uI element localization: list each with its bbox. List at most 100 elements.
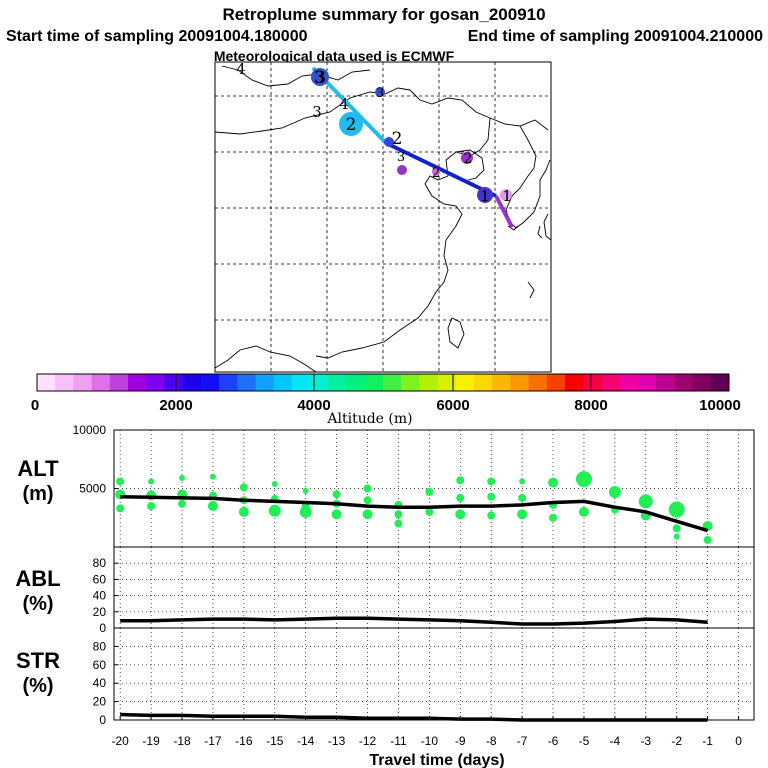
alt-scatter-point — [268, 504, 281, 517]
alt-scatter-point — [148, 478, 155, 485]
y-tick-label: 40 — [93, 589, 107, 603]
str-panel-frame — [113, 627, 755, 721]
alt-scatter-point — [394, 510, 403, 519]
x-tick-label: -5 — [579, 734, 590, 748]
plume-marker: 3 — [397, 150, 407, 175]
y-tick-label: 40 — [93, 676, 107, 690]
start-time-label: Start time of sampling 20091004.180000 — [6, 28, 308, 45]
x-tick-label: -3 — [640, 734, 651, 748]
alt-scatter-point — [362, 509, 373, 520]
alt-scatter-point — [672, 524, 681, 533]
alt-scatter-point — [575, 471, 592, 488]
alt-scatter-point — [548, 477, 559, 488]
y-tick-label: 80 — [93, 639, 107, 653]
plume-marker-label: 1 — [480, 187, 490, 205]
figure-title: Retroplume summary for gosan_200910 — [222, 5, 545, 24]
colorbar-cell — [55, 374, 74, 391]
panel-gridlines — [114, 429, 754, 721]
alt-scatter-point — [331, 509, 342, 520]
plume-marker: 1 — [500, 187, 512, 205]
alt-scatter-point — [271, 480, 278, 487]
series-line-abl — [120, 616, 708, 626]
str-panel-unit: (%) — [22, 675, 53, 697]
x-tick-label: -16 — [235, 734, 253, 748]
x-tick-label: -13 — [328, 734, 346, 748]
abl-panel-label: ABL — [15, 566, 60, 591]
alt-scatter-point — [299, 505, 312, 518]
alt-scatter-points — [115, 471, 713, 544]
x-tick-label: -19 — [142, 734, 160, 748]
plume-marker-dot — [384, 137, 394, 147]
colorbar-cell — [492, 374, 511, 391]
alt-scatter-point — [703, 535, 712, 544]
colorbar-cell — [510, 374, 530, 391]
alt-scatter-point — [363, 484, 372, 493]
alt-panel-label: ALT — [17, 456, 59, 481]
colorbar-cell — [328, 374, 348, 391]
plume-path-3 — [494, 195, 514, 228]
colorbar-cell — [401, 374, 420, 391]
alt-panel-unit: (m) — [22, 483, 53, 505]
abl-panel-unit: (%) — [22, 593, 53, 615]
colorbar-cell — [419, 374, 439, 391]
x-tick-label: -1 — [702, 734, 713, 748]
alt-scatter-point — [425, 507, 434, 516]
y-tick-label: 0 — [99, 621, 106, 635]
colorbar-cell — [528, 374, 548, 391]
plume-marker-label: 4 — [339, 95, 349, 113]
colorbar-cell — [583, 374, 603, 391]
abl-panel-frame — [113, 546, 755, 629]
colorbar-cell — [710, 374, 730, 391]
colorbar-cell — [73, 374, 93, 391]
colorbar-cell — [310, 374, 329, 391]
x-tick-label: -20 — [112, 734, 130, 748]
map-panel: 4 3 4 3 2 3 — [214, 60, 552, 373]
plume-marker: 1 — [477, 187, 493, 205]
plume-marker-label: 2 — [464, 151, 473, 167]
colorbar-cell — [200, 374, 220, 391]
plume-marker-dot — [397, 165, 407, 175]
x-tick-label: 0 — [735, 734, 742, 748]
plume-marker-label: 3 — [397, 150, 405, 165]
colorbar-cell — [546, 374, 566, 391]
time-series-panels: ALT (m) ABL (%) STR (%) 5000 10000 0 20 40 60… — [15, 423, 755, 768]
end-time-label: End time of sampling 20091004.210000 — [468, 28, 763, 45]
x-tick-label: -11 — [390, 734, 407, 748]
colorbar-cell — [601, 374, 621, 391]
colorbar-cell — [565, 374, 584, 391]
x-tick-label: -15 — [266, 734, 284, 748]
alt-scatter-point — [638, 494, 653, 509]
alt-scatter-point — [178, 499, 187, 508]
alt-scatter-point — [209, 473, 216, 480]
plume-marker: 2 — [384, 129, 402, 149]
colorbar-cell — [455, 374, 475, 391]
colorbar-cell — [656, 374, 675, 391]
alt-scatter-point — [456, 476, 465, 485]
plume-marker-dot — [339, 112, 363, 136]
plume-marker-label: 3 — [314, 68, 326, 88]
colorbar-cell — [692, 374, 712, 391]
colorbar-cell — [237, 374, 257, 391]
alt-scatter-point — [239, 483, 248, 492]
colorbar-cell — [474, 374, 493, 391]
plume-marker-label: 4 — [236, 60, 246, 78]
colorbar-cell — [273, 374, 293, 391]
alt-scatter-point — [487, 477, 496, 486]
y-tick-labels: 5000 10000 0 20 40 60 80 0 20 40 60 80 — [73, 423, 107, 727]
alt-scatter-point — [549, 513, 558, 522]
x-tick-label: -14 — [297, 734, 315, 748]
plume-marker: 3 — [375, 86, 385, 101]
alt-scatter-point — [425, 488, 434, 497]
x-tick-label: -17 — [204, 734, 222, 748]
alt-scatter-point — [179, 474, 186, 481]
colorbar-cells — [37, 374, 730, 391]
plume-marker-dot — [311, 68, 329, 86]
alt-scatter-point — [456, 493, 465, 502]
colorbar-cell — [637, 374, 657, 391]
plume-marker: 2 — [432, 166, 440, 181]
colorbar-cell — [674, 374, 694, 391]
y-tick-label: 60 — [93, 658, 107, 672]
plume-marker-label: 3 — [376, 86, 384, 101]
x-tick-label: -9 — [455, 734, 466, 748]
alt-scatter-point — [519, 478, 526, 485]
